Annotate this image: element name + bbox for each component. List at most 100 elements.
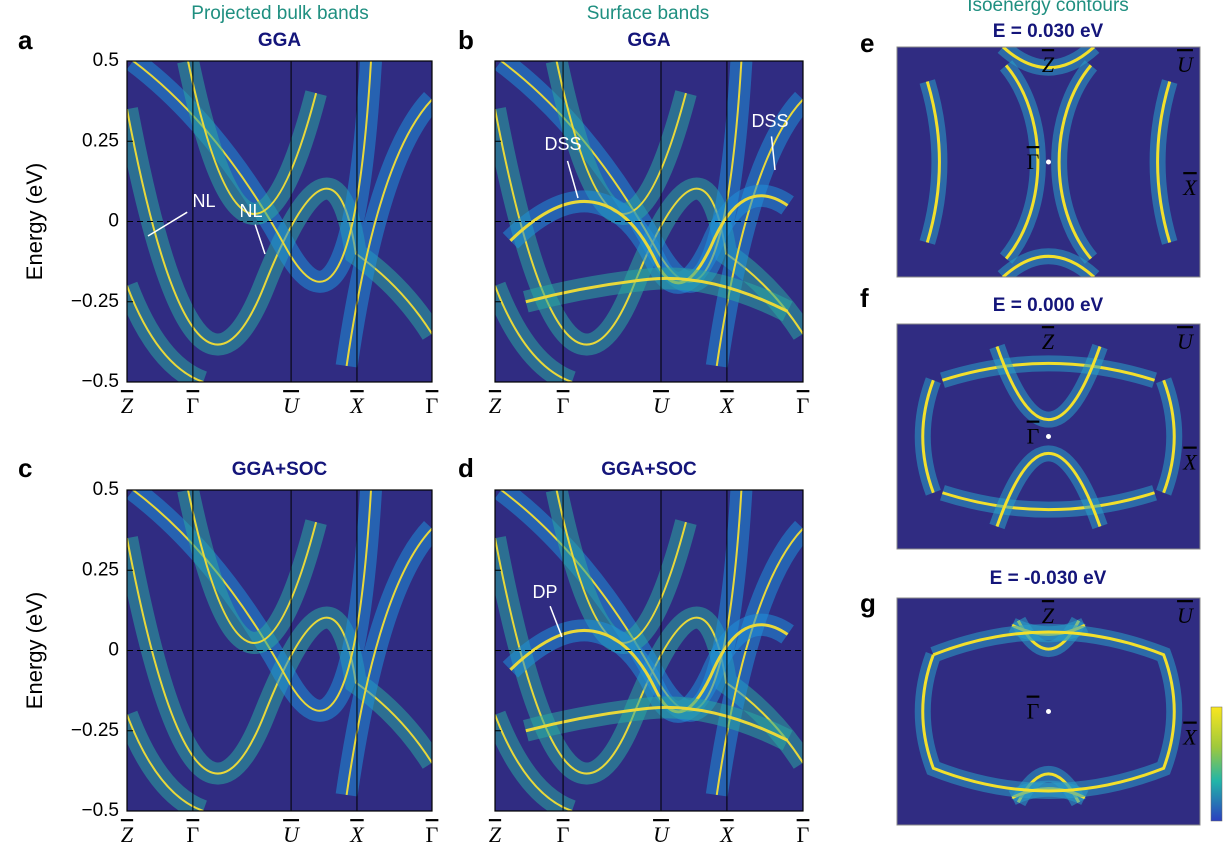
symmetry-point-label: Z	[1042, 52, 1055, 77]
panel-letter: c	[18, 453, 32, 483]
column-header: Surface bands	[587, 3, 710, 24]
symmetry-point-label: Z	[1042, 603, 1055, 628]
y-tick-label: −0.5	[81, 371, 119, 392]
column-header: Isoenergy contours	[967, 0, 1129, 16]
k-point-label: Γ	[557, 822, 570, 847]
column-header: Projected bulk bands	[191, 3, 368, 24]
k-point-label: Γ	[187, 822, 200, 847]
symmetry-point-label: X	[1182, 175, 1198, 200]
contour-line	[1003, 256, 1094, 277]
y-tick-label: 0.25	[82, 559, 119, 580]
annotation: DSS	[751, 111, 788, 131]
annotation-arrow	[770, 136, 776, 171]
panel-letter: f	[860, 283, 869, 313]
k-point-label: Γ	[797, 822, 810, 847]
annotation-arrow	[549, 605, 563, 638]
annotation-arrow	[147, 211, 188, 237]
y-tick-label: 0.5	[93, 50, 119, 71]
band-line	[347, 529, 432, 795]
panel-letter: e	[860, 28, 874, 58]
contour-line	[997, 347, 1100, 420]
panel-title: E = -0.030 eV	[990, 568, 1107, 589]
k-point-label: U	[283, 393, 301, 418]
y-axis-label: Energy (eV)	[22, 592, 47, 709]
contour-line	[942, 493, 1154, 510]
annotation: NL	[192, 191, 215, 211]
panel-title: GGA	[627, 30, 671, 51]
y-tick-label: −0.5	[81, 800, 119, 821]
band-line	[495, 286, 572, 382]
k-point-label: X	[719, 393, 735, 418]
gamma-dot	[1046, 709, 1051, 714]
plot-frame	[896, 597, 1201, 826]
band-line	[526, 707, 788, 740]
symmetry-point-label: Γ	[1027, 424, 1040, 449]
k-point-label: Z	[489, 822, 502, 847]
contour-line	[923, 380, 934, 493]
symmetry-point-label: Z	[1042, 329, 1055, 354]
panel-title: E = 0.030 eV	[993, 21, 1104, 42]
panel-letter: a	[18, 25, 33, 55]
band-line	[188, 490, 316, 643]
contour-line	[927, 82, 939, 243]
gamma-dot	[1046, 434, 1051, 439]
plot-frame	[494, 489, 804, 812]
k-point-label: X	[719, 822, 735, 847]
panel-letter: g	[860, 588, 876, 618]
k-point-label: U	[283, 822, 301, 847]
contour-line	[923, 632, 1174, 791]
contour-plot	[923, 347, 1174, 527]
plot-frame	[896, 323, 1201, 550]
k-point-label: Z	[489, 393, 502, 418]
gamma-dot	[1046, 159, 1051, 165]
contour-line	[1003, 47, 1094, 68]
symmetry-point-label: X	[1182, 725, 1198, 750]
contour-line	[1158, 82, 1170, 243]
y-axis-label: Energy (eV)	[22, 163, 47, 280]
y-tick-label: 0	[108, 211, 119, 232]
k-point-label: Z	[121, 822, 134, 847]
plot-frame	[896, 46, 1201, 278]
k-point-label: U	[653, 822, 671, 847]
band-line	[347, 100, 432, 366]
contour-plot	[927, 47, 1169, 277]
symmetry-point-label: U	[1177, 603, 1195, 628]
plot-frame	[126, 489, 433, 812]
annotation-arrow	[566, 160, 579, 199]
colorbar	[1210, 706, 1223, 822]
symmetry-point-label: U	[1177, 52, 1195, 77]
annotation-arrow	[254, 224, 266, 255]
band-plot	[495, 490, 803, 811]
y-tick-label: 0.5	[93, 479, 119, 500]
panel-title: GGA+SOC	[601, 459, 697, 480]
band-line	[495, 715, 572, 811]
band-line	[510, 625, 787, 712]
k-point-label: Γ	[557, 393, 570, 418]
panel-title: E = 0.000 eV	[993, 295, 1104, 316]
band-line	[526, 278, 788, 311]
contour-line	[1006, 65, 1038, 258]
band-plot	[495, 61, 803, 382]
panel-title: GGA+SOC	[232, 459, 328, 480]
k-point-label: X	[349, 822, 365, 847]
y-tick-label: −0.25	[71, 720, 119, 741]
plot-frame	[126, 60, 433, 383]
annotation: DP	[532, 582, 557, 602]
k-point-label: Γ	[187, 393, 200, 418]
symmetry-point-label: Γ	[1027, 699, 1040, 724]
plot-frame	[494, 60, 804, 383]
band-line	[510, 196, 787, 283]
contour-line	[942, 363, 1154, 380]
k-point-label: X	[349, 393, 365, 418]
y-tick-label: 0	[108, 640, 119, 661]
panel-letter: d	[458, 453, 474, 483]
symmetry-point-label: X	[1182, 450, 1198, 475]
k-point-label: Z	[121, 393, 134, 418]
k-point-label: Γ	[426, 393, 439, 418]
panel-letter: b	[458, 25, 474, 55]
symmetry-point-label: Γ	[1027, 149, 1040, 174]
annotation: DSS	[544, 134, 581, 154]
contour-line	[997, 453, 1100, 526]
band-line	[188, 61, 316, 214]
